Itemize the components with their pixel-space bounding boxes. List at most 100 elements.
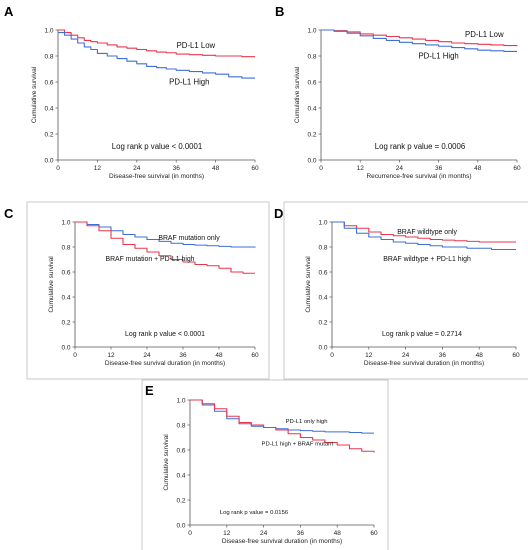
y-axis-title: Cumulative survival (163, 434, 170, 491)
curve-pd-l1-high-braf-mutant (190, 399, 375, 453)
y-tick-label: 0.4 (307, 105, 316, 112)
curve-label: BRAF wildtype + PD-L1 high (383, 256, 471, 263)
y-tick-label: 0.4 (176, 472, 185, 479)
x-tick-label: 24 (396, 165, 404, 172)
y-tick-label: 1.0 (61, 219, 70, 226)
panel-c: C 0 12 24 36 48 60 0.0 0.2 0.4 0.6 0.8 1.0 Disease-fr… (4, 201, 270, 380)
logrank-pvalue: Log rank p value < 0.0001 (112, 142, 202, 151)
curve-pd-l1-high (58, 32, 255, 79)
y-tick-label: 0.8 (307, 53, 316, 60)
curve-pd-l1-low (321, 29, 518, 47)
logrank-pvalue: Log rank p value = 0.2714 (382, 331, 462, 338)
y-tick-label: 0.6 (176, 447, 185, 454)
curve-label: BRAF mutation + PD-L1 high (105, 256, 194, 263)
y-tick-label: 0.2 (307, 131, 316, 138)
curve-pd-l1-low (58, 29, 255, 58)
curve-label: BRAF wildtype only (397, 229, 457, 236)
y-tick-label: 0.6 (61, 269, 70, 276)
y-axis-title: Cumulative survival (305, 256, 312, 313)
x-tick-label: 12 (94, 165, 102, 172)
x-axis-title: Disease-free survival duration (in month… (364, 360, 484, 367)
panel-letter: A (4, 4, 14, 19)
y-tick-label: 0.0 (318, 344, 327, 351)
panel-letter: C (4, 206, 14, 221)
x-tick-label: 60 (513, 165, 521, 172)
panel-letter: D (274, 206, 283, 221)
panel-frame (141, 379, 389, 550)
logrank-pvalue: Log rank p value = 0.0006 (375, 142, 465, 151)
y-tick-label: 0.0 (61, 344, 70, 351)
x-tick-label: 48 (212, 165, 220, 172)
curve-braf-wildtype-only (332, 221, 516, 243)
x-axis-title: Disease-free survival duration (in month… (222, 538, 342, 545)
x-tick-label: 24 (402, 352, 410, 359)
x-tick-label: 36 (435, 165, 443, 172)
curve-label: PD-L1 High (169, 78, 209, 87)
x-tick-label: 0 (73, 352, 77, 359)
x-tick-label: 0 (188, 530, 192, 537)
x-tick-label: 36 (179, 352, 187, 359)
y-axis-title: Cumulative survival (48, 256, 55, 313)
x-tick-label: 12 (223, 530, 231, 537)
curve-braf-wildtype-pd-l1-high (332, 221, 516, 251)
y-tick-label: 0.2 (61, 319, 70, 326)
logrank-pvalue: Log rank p value < 0.0001 (125, 331, 205, 338)
y-axis-title: Cumulative survival (31, 66, 38, 123)
x-tick-label: 24 (133, 165, 141, 172)
curve-label: PD-L1 Low (177, 41, 216, 50)
y-tick-label: 0.0 (44, 157, 53, 164)
curve-label: BRAF mutation only (158, 235, 220, 242)
x-tick-label: 36 (173, 165, 181, 172)
y-tick-label: 0.0 (307, 157, 316, 164)
x-tick-label: 48 (215, 352, 223, 359)
curve-braf-mutation-only (75, 221, 256, 248)
curve-label: PD-L1 only high (286, 419, 328, 425)
curve-label: PD-L1 high + BRAF mutant (262, 442, 334, 448)
panel-a: A 0 12 24 36 48 60 0.0 0.2 0.4 0.6 0.8 1.0 Disease-fr… (4, 4, 259, 180)
x-tick-label: 0 (330, 352, 334, 359)
x-tick-label: 60 (251, 165, 259, 172)
y-tick-label: 1.0 (176, 397, 185, 404)
x-tick-label: 60 (370, 530, 378, 537)
panel-e: E 0 12 24 36 48 60 0.0 0.2 0.4 0.6 0.8 1.0 Disease-fr… (141, 379, 389, 550)
x-tick-label: 12 (365, 352, 373, 359)
panel-letter: E (145, 383, 154, 398)
y-tick-label: 0.2 (176, 497, 185, 504)
panel-b: B 0 12 24 36 48 60 0.0 0.2 0.4 0.6 0.8 1.0 Recurrence… (275, 4, 521, 180)
x-tick-label: 24 (260, 530, 268, 537)
x-tick-label: 36 (297, 530, 305, 537)
y-tick-label: 0.8 (44, 53, 53, 60)
x-tick-label: 60 (251, 352, 259, 359)
x-tick-label: 0 (56, 165, 60, 172)
x-tick-label: 12 (107, 352, 115, 359)
y-axis-title: Cumulative survival (294, 66, 301, 123)
curve-pd-l1-only-high (190, 399, 374, 434)
x-tick-label: 12 (357, 165, 365, 172)
y-tick-label: 1.0 (44, 27, 53, 34)
y-tick-label: 1.0 (318, 219, 327, 226)
y-tick-label: 1.0 (307, 27, 316, 34)
x-tick-label: 60 (512, 352, 520, 359)
y-tick-label: 0.4 (61, 294, 70, 301)
x-tick-label: 48 (474, 165, 482, 172)
y-tick-label: 0.6 (307, 79, 316, 86)
y-tick-label: 0.2 (318, 319, 327, 326)
curve-label: PD-L1 Low (465, 30, 504, 39)
y-tick-label: 0.8 (176, 422, 185, 429)
panel-frame (283, 201, 528, 380)
panel-letter: B (275, 4, 284, 19)
curve-label: PD-L1 High (418, 52, 458, 61)
x-axis-title: Disease-free survival (in months) (109, 173, 204, 180)
curve-pd-l1-high (321, 29, 517, 52)
x-axis-title: Disease-free survival duration (in month… (105, 360, 225, 367)
y-tick-label: 0.4 (318, 294, 327, 301)
x-axis-title: Recurrence-free survival (in months) (366, 173, 471, 180)
y-tick-label: 0.6 (44, 79, 53, 86)
curve-braf-mutation-pd-l1-high (75, 221, 255, 274)
y-tick-label: 0.6 (318, 269, 327, 276)
x-tick-label: 36 (439, 352, 447, 359)
y-tick-label: 0.8 (61, 244, 70, 251)
y-tick-label: 0.4 (44, 105, 53, 112)
x-tick-label: 48 (334, 530, 342, 537)
